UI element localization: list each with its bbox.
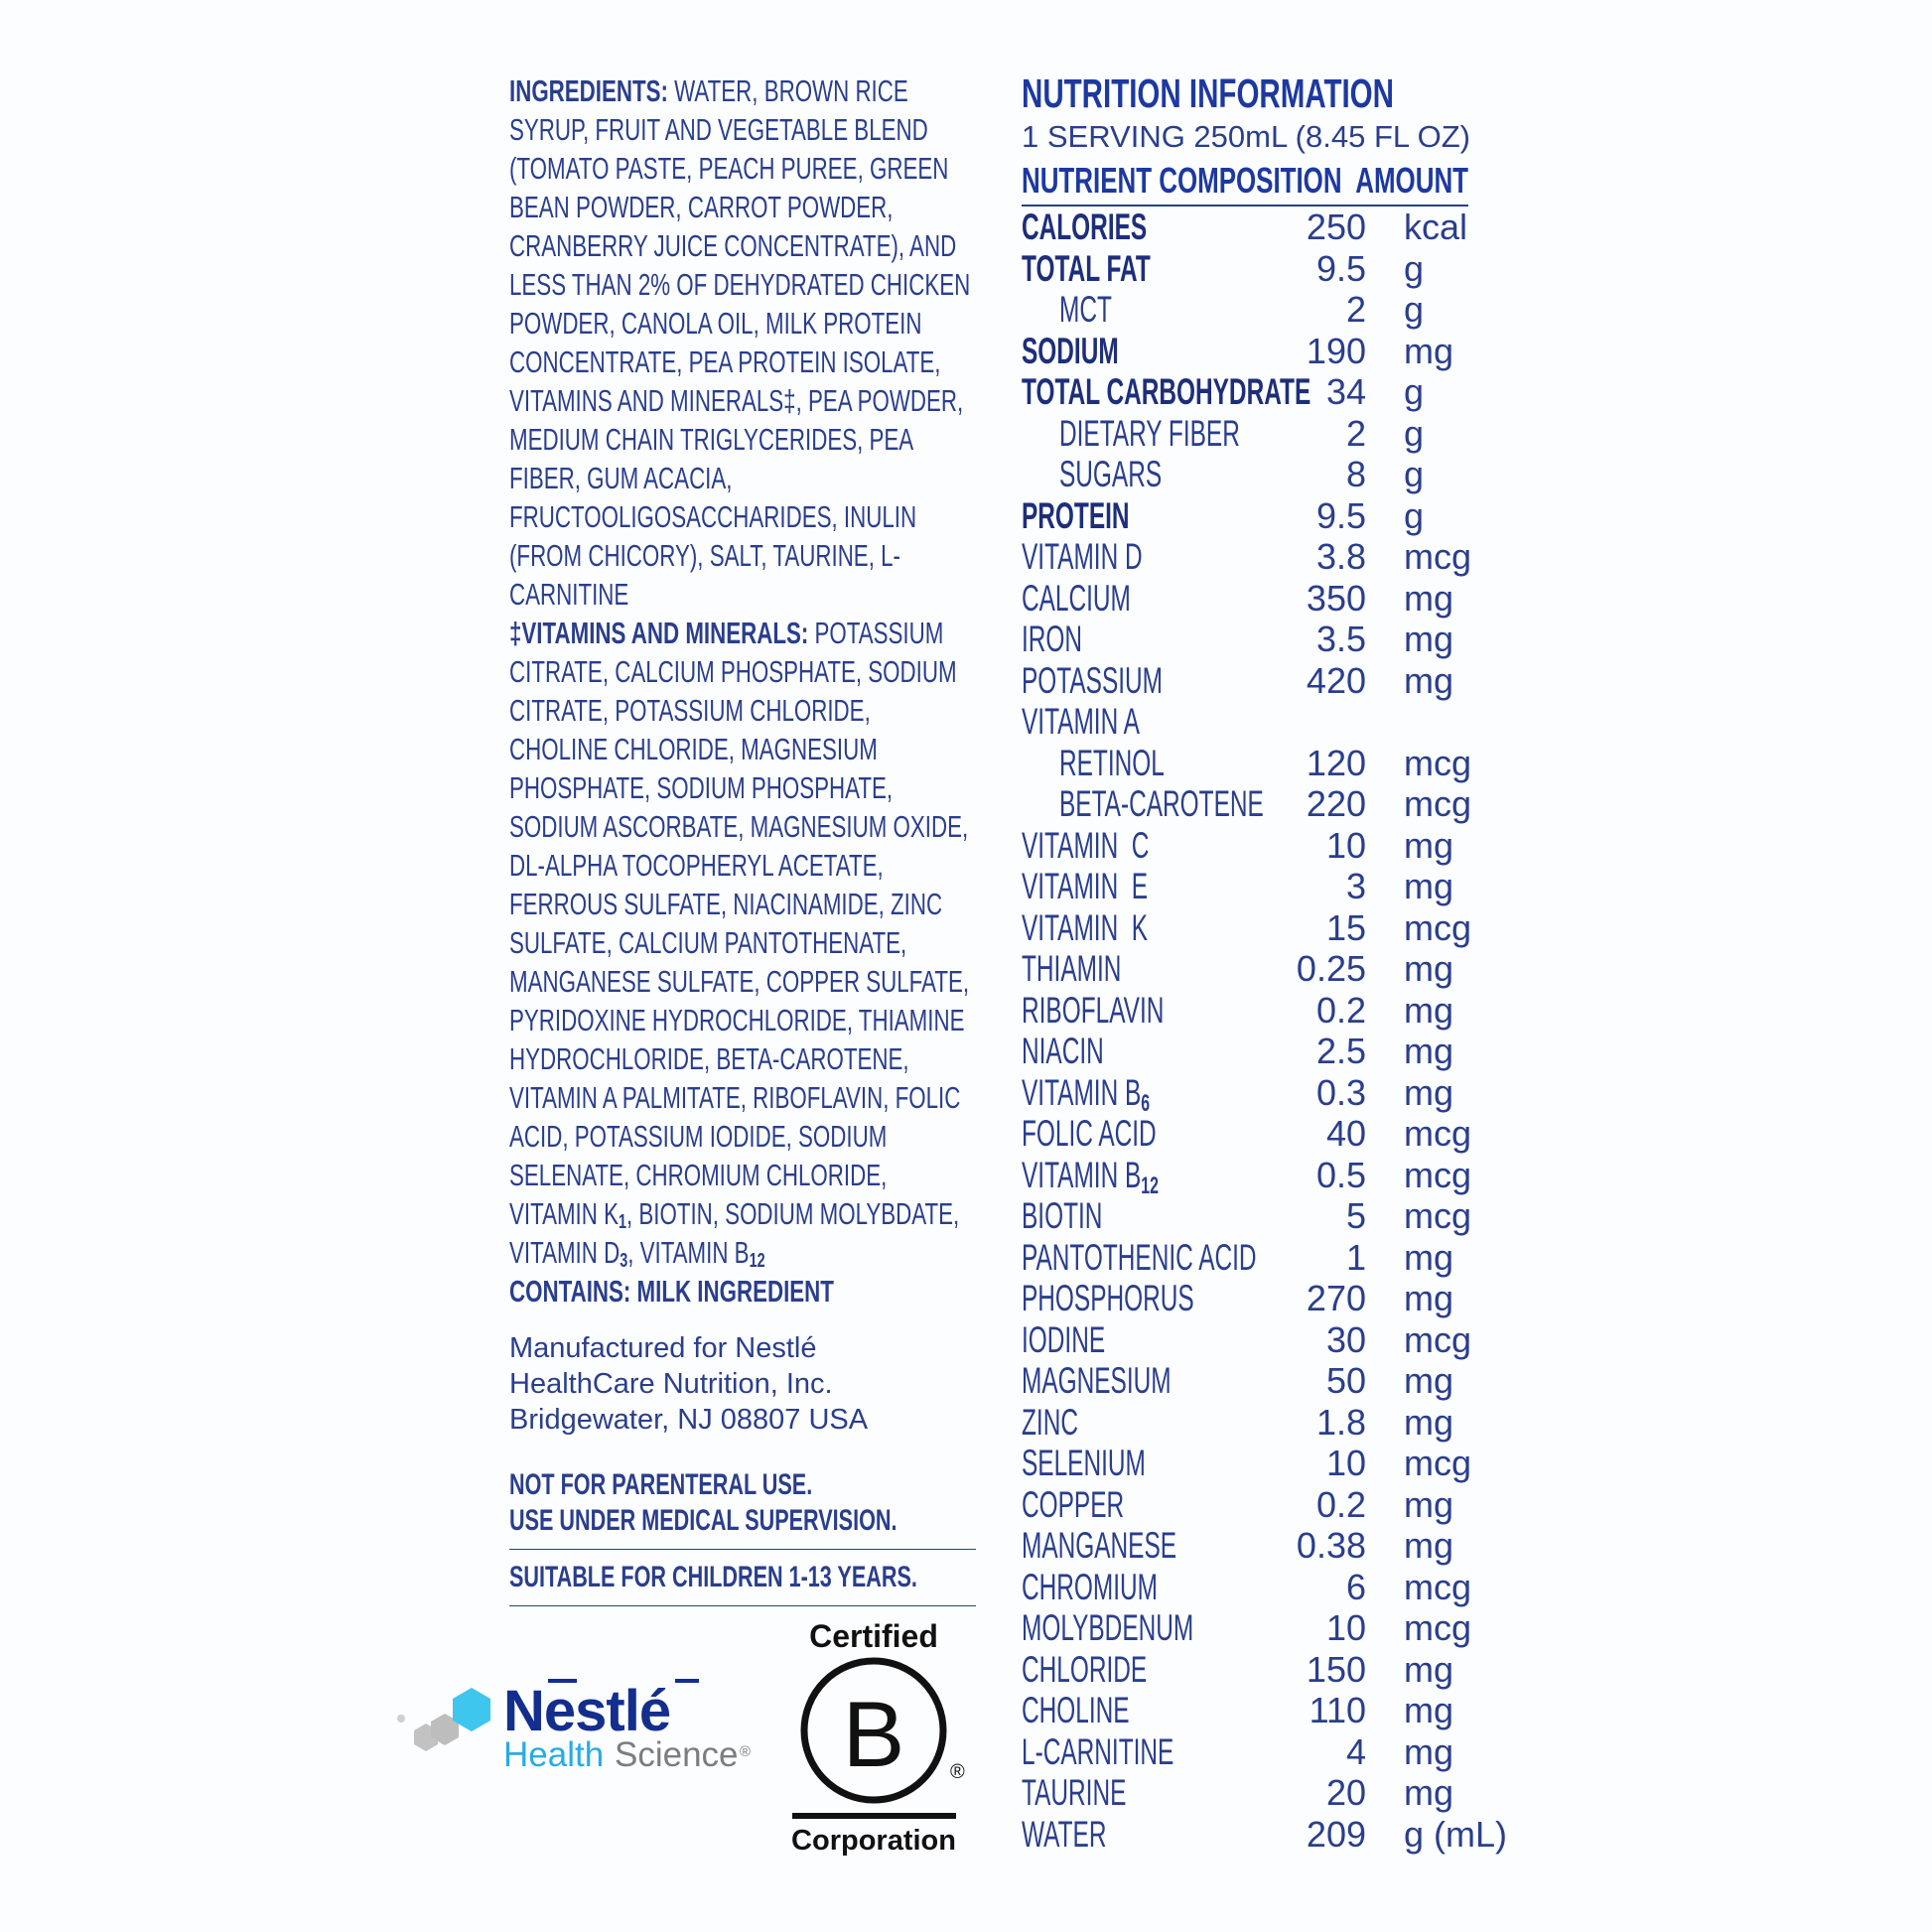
svg-text:Health: Health [503, 1735, 604, 1774]
svg-text:®: ® [740, 1743, 751, 1760]
svg-text:Nestlé: Nestlé [503, 1679, 670, 1743]
svg-text:Science: Science [615, 1735, 739, 1774]
svg-text:B: B [843, 1682, 905, 1786]
svg-text:®: ® [950, 1761, 965, 1783]
